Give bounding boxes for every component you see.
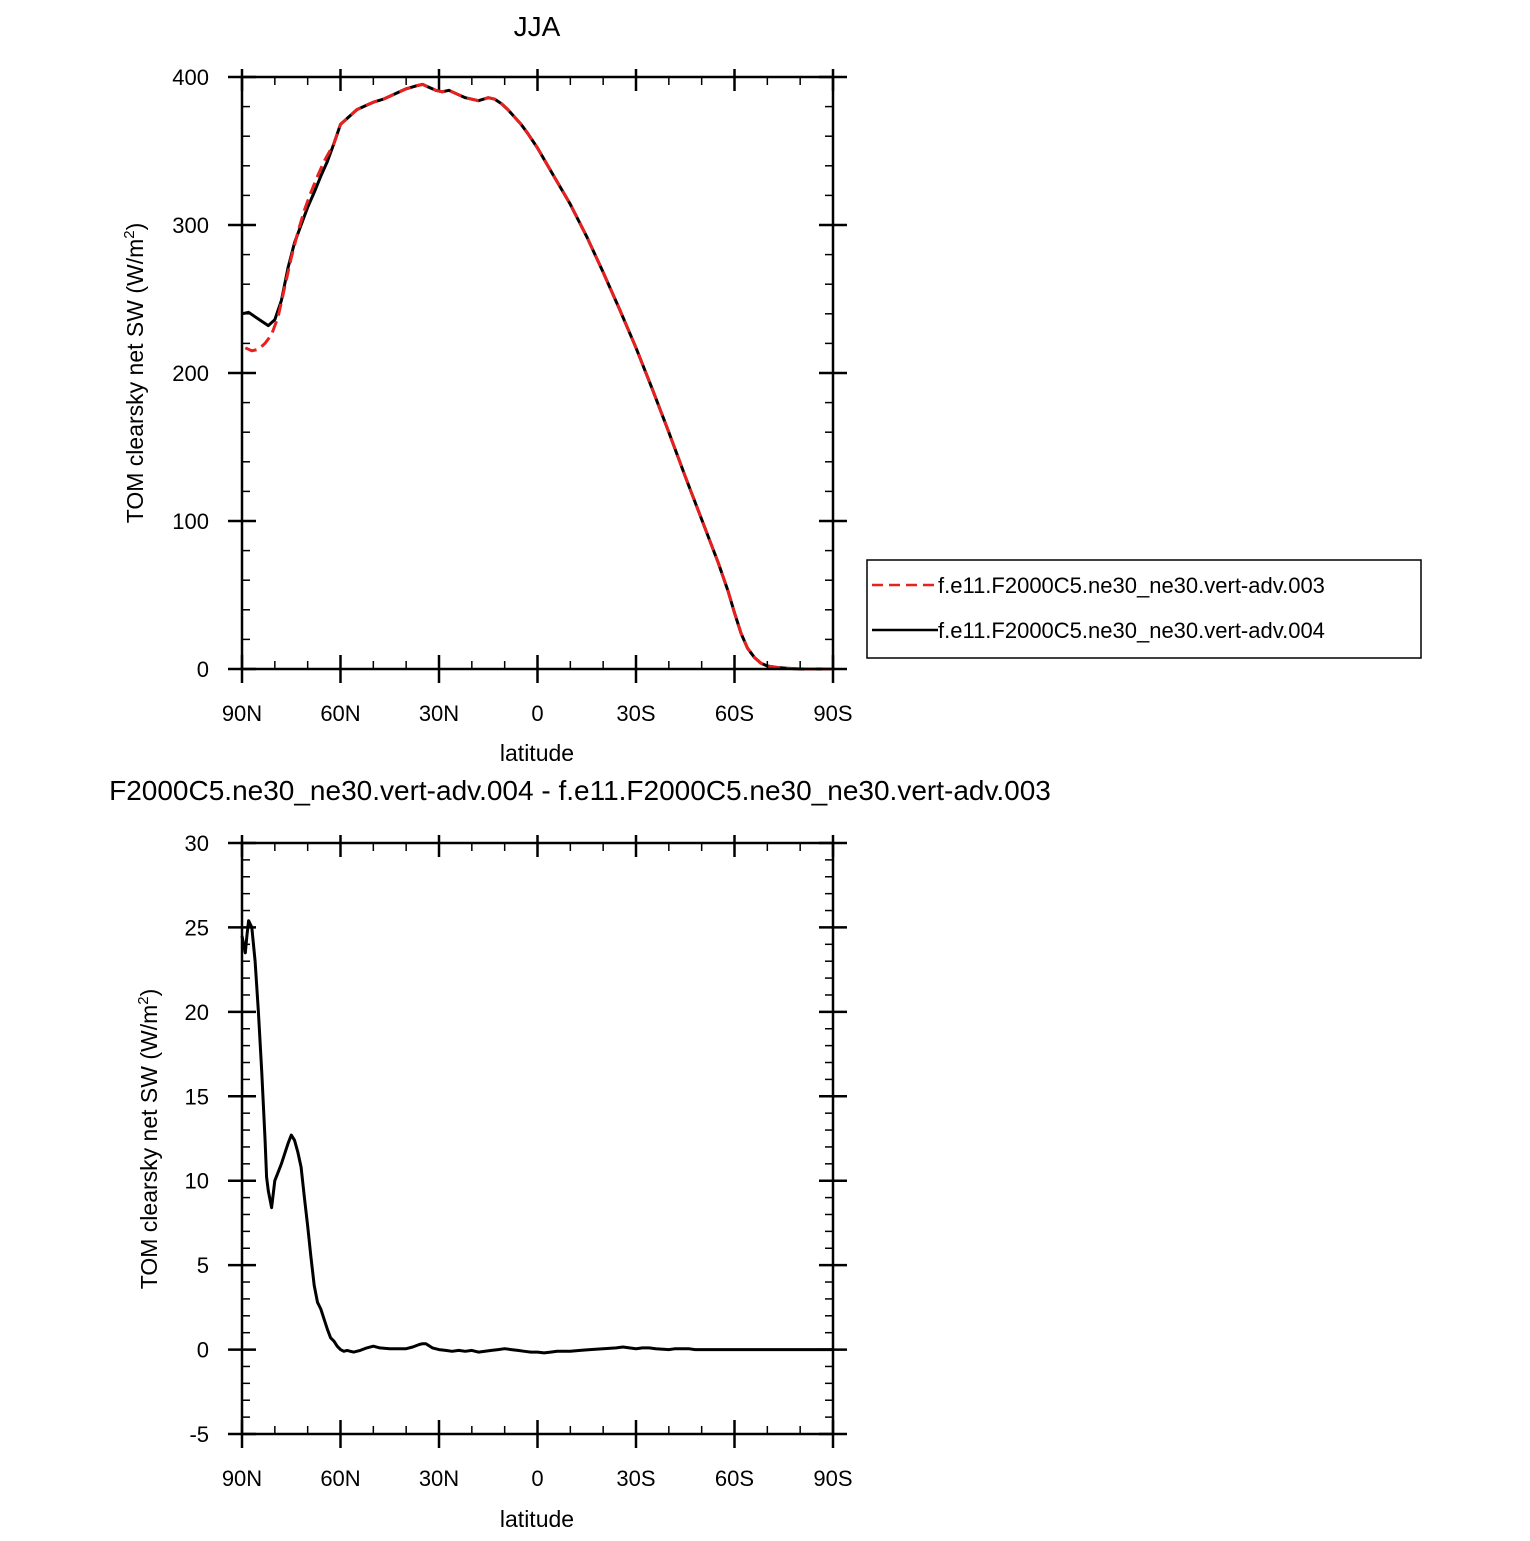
bottom-y-tick-label: 20 <box>185 1000 209 1025</box>
bottom-y-tick-label: 25 <box>185 915 209 940</box>
top-plot-frame <box>240 75 835 671</box>
top-y-axis-label-close: ) <box>122 223 148 231</box>
bottom-y-axis-label: TOM clearsky net SW (W/m2) <box>135 989 162 1290</box>
bottom-axis-ticks <box>228 835 847 1448</box>
top-series-line-1 <box>241 82 830 671</box>
top-y-axis-label: TOM clearsky net SW (W/m2) <box>121 223 148 524</box>
top-x-tick-label: 90N <box>222 701 262 726</box>
top-y-tick-label: 200 <box>172 361 209 386</box>
bottom-panel: F2000C5.ne30_ne30.vert-adv.004 - f.e11.F… <box>109 775 1051 1532</box>
top-y-tick-label: 400 <box>172 65 209 90</box>
bottom-y-tick-label: -5 <box>189 1422 209 1447</box>
bottom-series-lines <box>240 919 833 1355</box>
bottom-y-tick-label: 0 <box>197 1338 209 1363</box>
top-x-tick-label: 60S <box>715 701 754 726</box>
top-x-tick-label: 90S <box>813 701 852 726</box>
bottom-y-axis-label-sup: 2 <box>135 996 152 1004</box>
legend-box <box>866 559 1422 659</box>
top-legend: f.e11.F2000C5.ne30_ne30.vert-adv.003 f.e… <box>866 559 1422 659</box>
top-panel: JJA 90N 60N 30N 0 30S 60S 90S 0 100 200 300 400 la… <box>121 11 1422 766</box>
bottom-series-line-0 <box>240 919 833 1355</box>
bottom-y-tick-label: 15 <box>185 1084 209 1109</box>
bottom-x-tick-label: 60N <box>320 1466 360 1491</box>
top-y-tick-label: 0 <box>197 657 209 682</box>
top-x-tick-labels: 90N 60N 30N 0 30S 60S 90S <box>222 701 853 726</box>
top-x-tick-label: 0 <box>531 701 543 726</box>
top-y-tick-label: 100 <box>172 509 209 534</box>
bottom-y-tick-label: 10 <box>185 1169 209 1194</box>
top-x-tick-label: 30S <box>616 701 655 726</box>
legend-label-series-003: f.e11.F2000C5.ne30_ne30.vert-adv.003 <box>938 573 1325 598</box>
bottom-x-tick-label: 0 <box>531 1466 543 1491</box>
bottom-x-tick-label: 30N <box>419 1466 459 1491</box>
bottom-y-axis-label-close: ) <box>136 989 162 997</box>
top-y-tick-labels: 0 100 200 300 400 <box>172 65 209 682</box>
bottom-plot-frame <box>240 841 835 1436</box>
bottom-x-tick-label: 90N <box>222 1466 262 1491</box>
top-x-axis-label: latitude <box>500 740 574 766</box>
bottom-x-tick-label: 90S <box>813 1466 852 1491</box>
bottom-y-tick-labels: -5 0 5 10 15 20 25 30 <box>185 831 209 1447</box>
top-y-axis-label-main: TOM clearsky net SW (W/m <box>122 239 148 524</box>
bottom-x-tick-label: 60S <box>715 1466 754 1491</box>
top-x-tick-label: 30N <box>419 701 459 726</box>
top-axis-ticks <box>228 69 847 683</box>
top-y-axis-label-sup: 2 <box>121 230 138 238</box>
bottom-y-tick-label: 5 <box>197 1253 209 1278</box>
top-series-lines <box>241 82 830 671</box>
bottom-chart-title: F2000C5.ne30_ne30.vert-adv.004 - f.e11.F… <box>109 775 1051 806</box>
bottom-x-tick-labels: 90N 60N 30N 0 30S 60S 90S <box>222 1466 853 1491</box>
legend-label-series-004: f.e11.F2000C5.ne30_ne30.vert-adv.004 <box>938 618 1325 643</box>
bottom-x-tick-label: 30S <box>616 1466 655 1491</box>
top-series-line-0 <box>244 82 830 671</box>
bottom-y-tick-label: 30 <box>185 831 209 856</box>
top-chart-title: JJA <box>514 11 561 42</box>
top-x-tick-label: 60N <box>320 701 360 726</box>
bottom-x-axis-label: latitude <box>500 1506 574 1532</box>
top-y-tick-label: 300 <box>172 213 209 238</box>
bottom-y-axis-label-main: TOM clearsky net SW (W/m <box>136 1005 162 1290</box>
